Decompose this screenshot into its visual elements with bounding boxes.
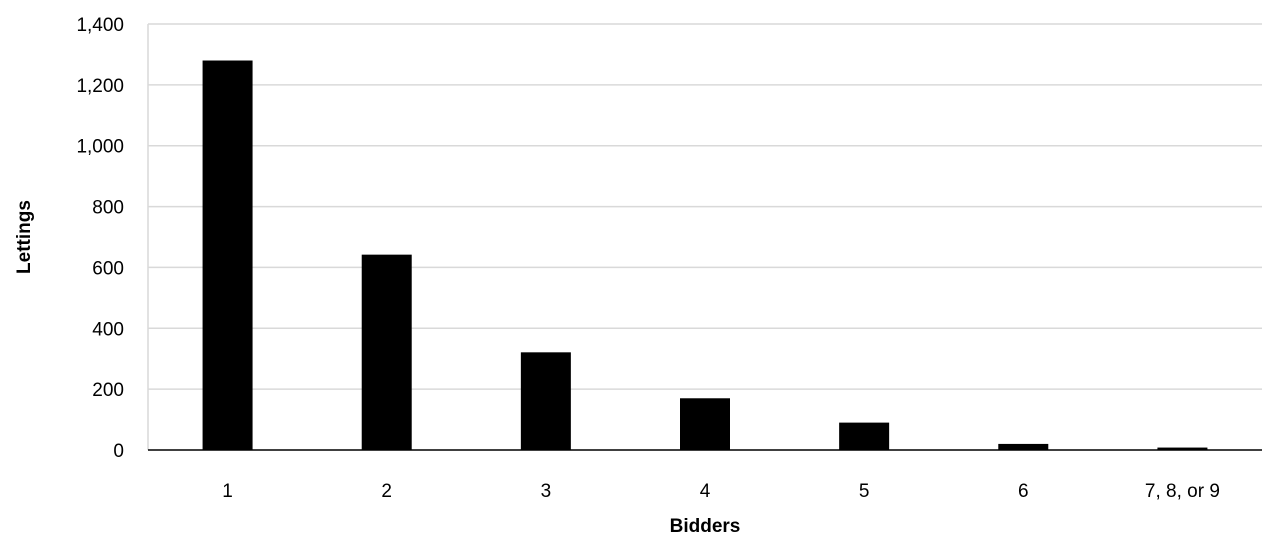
bar <box>202 60 253 451</box>
x-tick-label: 4 <box>700 481 711 502</box>
y-axis-tick-labels: 0 200 400 600 800 1,000 1,200 1,400 <box>76 15 124 462</box>
bar <box>1157 447 1208 450</box>
x-tick-label: 3 <box>541 481 552 502</box>
y-tick-label: 600 <box>92 258 124 279</box>
x-tick-label: 5 <box>859 481 870 502</box>
y-tick-label: 200 <box>92 380 124 401</box>
bars <box>202 60 1208 451</box>
x-axis-title: Bidders <box>670 516 741 537</box>
bar <box>998 443 1049 450</box>
y-tick-label: 1,400 <box>76 15 124 36</box>
y-tick-label: 800 <box>92 198 124 219</box>
bar <box>680 398 730 450</box>
y-tick-label: 1,000 <box>76 137 124 158</box>
bar <box>520 352 571 450</box>
x-axis-tick-labels: 1 2 3 4 5 6 7, 8, or 9 <box>222 481 1220 502</box>
x-tick-label: 2 <box>381 481 392 502</box>
y-tick-label: 0 <box>113 441 124 462</box>
bar <box>361 254 412 450</box>
x-tick-label: 1 <box>222 481 233 502</box>
bar <box>839 422 890 450</box>
y-tick-label: 400 <box>92 319 124 340</box>
x-tick-label: 6 <box>1018 481 1029 502</box>
y-axis-title: Lettings <box>14 200 35 274</box>
gridlines <box>147 23 1262 450</box>
x-tick-label: 7, 8, or 9 <box>1145 481 1220 502</box>
y-tick-label: 1,200 <box>76 76 124 97</box>
